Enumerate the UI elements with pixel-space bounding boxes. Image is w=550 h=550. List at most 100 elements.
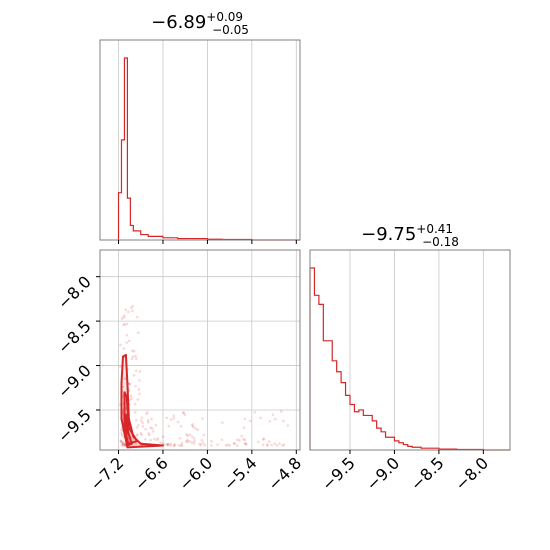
scatter-point xyxy=(268,420,272,423)
scatter-point xyxy=(188,433,192,436)
scatter-point xyxy=(259,416,262,420)
scatter-point xyxy=(134,384,137,388)
scatter-point xyxy=(202,433,206,437)
scatter-point xyxy=(134,369,138,373)
x-tick-label: −4.8 xyxy=(264,453,305,494)
scatter-point xyxy=(131,349,134,352)
scatter-point xyxy=(201,441,205,445)
scatter-point xyxy=(144,438,147,441)
scatter-point xyxy=(134,418,138,422)
scatter-point xyxy=(135,315,139,319)
scatter-point xyxy=(149,438,152,442)
scatter-point xyxy=(125,322,129,326)
scatter-point xyxy=(128,382,131,386)
scatter-point xyxy=(121,443,125,446)
scatter-point xyxy=(122,314,126,317)
scatter-point xyxy=(141,425,145,428)
scatter-point xyxy=(161,435,165,439)
scatter-point xyxy=(120,428,123,432)
bottom-left-scatter-panel: −7.2 −6.6 −6.0 −5.4 −4.8 −8.0−8.5−9.0−9.5 xyxy=(54,249,305,494)
scatter-point xyxy=(176,420,180,424)
scatter-point xyxy=(120,433,124,437)
scatter-point xyxy=(120,431,123,435)
scatter-point xyxy=(136,433,139,436)
scatter-point xyxy=(151,427,154,430)
scatter-point xyxy=(180,441,184,445)
scatter-point xyxy=(166,443,169,447)
scatter-point xyxy=(261,443,265,447)
scatter-point xyxy=(192,425,195,429)
scatter-point xyxy=(240,434,244,438)
scatter-point xyxy=(132,374,136,377)
scatter-point xyxy=(150,417,153,421)
scatter-point xyxy=(124,308,128,312)
scatter-point xyxy=(151,430,155,433)
scatter-point xyxy=(243,438,247,442)
scatter-point xyxy=(192,437,196,440)
scatter-point xyxy=(133,402,137,406)
scatter-point xyxy=(226,443,230,447)
scatter-point xyxy=(192,442,196,445)
scatter-point xyxy=(273,442,277,445)
scatter-point xyxy=(123,323,126,326)
scatter-point xyxy=(177,444,181,447)
scatter-point xyxy=(270,443,273,447)
scatter-point xyxy=(199,443,203,447)
scatter-point xyxy=(172,417,176,420)
scatter-point xyxy=(136,398,140,401)
scatter-point xyxy=(130,397,134,400)
scatter-point xyxy=(138,379,141,382)
scatter-point xyxy=(127,339,131,343)
scatter-point xyxy=(191,424,194,428)
scatter-point xyxy=(130,357,134,361)
scatter-point xyxy=(122,442,126,445)
scatter-point xyxy=(122,316,126,319)
scatter-point xyxy=(138,392,141,396)
scatter-point xyxy=(137,388,141,391)
scatter-point xyxy=(271,413,275,417)
bottom-right-histogram-panel: −9.5 −9.0 −8.5 −8.0 −9.75+0.41 −0.18 xyxy=(309,222,511,494)
scatter-point xyxy=(149,426,152,429)
scatter-point xyxy=(243,442,247,445)
scatter-point xyxy=(198,442,202,446)
y-tick-label: −9.0 xyxy=(54,361,95,402)
x-tick-label: −5.4 xyxy=(220,453,261,494)
scatter-point xyxy=(280,410,283,413)
scatter-point xyxy=(133,411,137,414)
scatter-point xyxy=(132,443,135,447)
scatter-point xyxy=(188,440,191,443)
scatter-point xyxy=(122,347,125,350)
x-tick-label: −7.2 xyxy=(86,453,127,494)
scatter-point xyxy=(266,444,269,447)
scatter-point xyxy=(146,411,149,414)
scatter-point xyxy=(147,433,151,437)
scatter-point xyxy=(262,437,265,441)
scatter-point xyxy=(257,440,260,444)
scatter-point xyxy=(232,442,236,445)
scatter-point xyxy=(146,419,150,422)
scatter-point xyxy=(120,441,124,445)
scatter-point xyxy=(134,442,138,446)
scatter-point xyxy=(196,428,200,432)
scatter-point xyxy=(141,421,144,425)
scatter-point xyxy=(235,444,239,447)
scatter-point xyxy=(123,444,126,447)
scatter-point xyxy=(119,439,123,443)
scatter-point xyxy=(123,377,126,380)
scatter-point xyxy=(243,417,247,421)
scatter-point xyxy=(185,440,188,443)
histogram-outline xyxy=(117,57,300,241)
scatter-point xyxy=(278,442,281,445)
scatter-point xyxy=(137,423,140,427)
scatter-point xyxy=(275,444,279,447)
scatter-point xyxy=(125,333,129,337)
scatter-point xyxy=(155,438,159,442)
scatter-point xyxy=(129,394,133,398)
x-tick-label: −9.0 xyxy=(362,453,403,494)
y-tick-label: −8.0 xyxy=(54,272,95,313)
scatter-point xyxy=(233,442,236,445)
scatter-point xyxy=(190,435,194,438)
scatter-point xyxy=(185,433,188,436)
scatter-point xyxy=(242,437,245,441)
